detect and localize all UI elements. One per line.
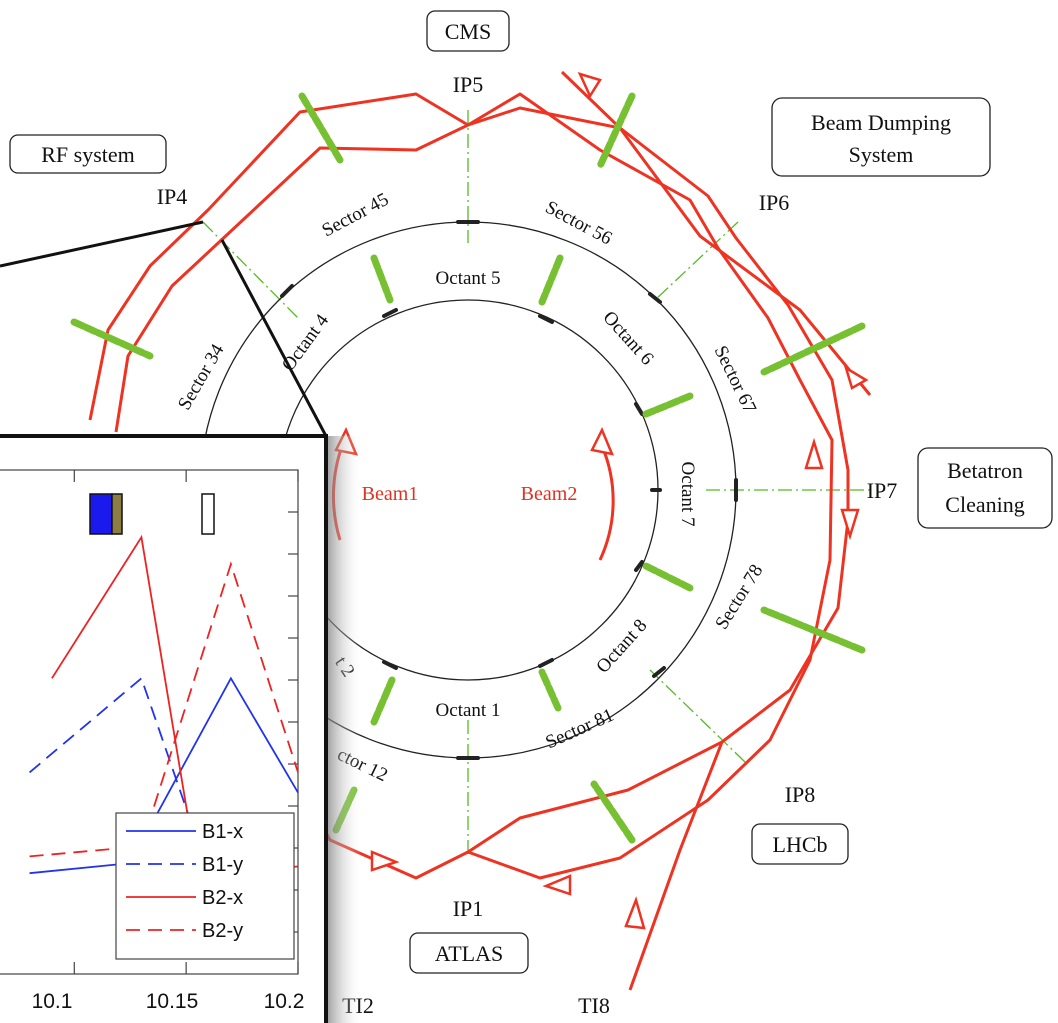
ip-axis-lines — [202, 110, 872, 855]
beta-label-1: Betatron — [947, 458, 1023, 483]
magnet — [760, 322, 866, 376]
beam2-label: Beam2 — [521, 483, 578, 505]
magnet — [642, 392, 694, 418]
arrow-icon — [370, 850, 400, 872]
ip5-label: IP5 — [453, 72, 484, 97]
ip6-axis — [654, 221, 739, 301]
arrow-icon — [590, 426, 615, 456]
sector-56-label: Sector 56 — [542, 197, 616, 249]
legend-label: B2-x — [202, 887, 243, 909]
rf-label: RF system — [41, 142, 135, 167]
zoom-line-right — [220, 239, 328, 437]
legend-label: B2-y — [202, 920, 243, 942]
ip4-axis — [202, 221, 301, 321]
sector-67-label: Sector 67 — [710, 342, 761, 416]
zoom-line-top — [0, 220, 204, 268]
series-b1-y — [28, 676, 210, 874]
magnet — [70, 318, 154, 360]
dump-label-2: System — [849, 142, 914, 167]
sector-78-label: Sector 78 — [711, 561, 767, 633]
marker — [538, 658, 554, 668]
inset-chart: 10.1 10.15 10.2 B1-x B1-y B2-x B2-y — [0, 434, 362, 1023]
ti8-line — [560, 70, 872, 991]
ip7-label: IP7 — [867, 478, 898, 503]
beta-label-2: Cleaning — [945, 492, 1024, 517]
marker — [382, 308, 398, 318]
octant-1-label: Octant 1 — [436, 700, 501, 721]
lhcb-box — [751, 823, 849, 865]
beam2-arc — [598, 445, 615, 561]
beam-flow-arrows — [370, 72, 860, 896]
ti8-label: TI8 — [578, 993, 610, 1018]
ring-markers — [280, 220, 738, 760]
sector-34-label: Sector 34 — [174, 340, 229, 414]
marker — [280, 284, 294, 298]
magnet — [298, 92, 344, 164]
magnet — [370, 676, 396, 726]
ti8-path — [628, 741, 724, 991]
arrow-icon — [577, 72, 602, 99]
ref-marker — [201, 493, 215, 535]
b1-marker — [89, 493, 113, 535]
ip8-label: IP8 — [785, 782, 816, 807]
sector-81-label: Sector 81 — [542, 705, 617, 754]
magnet — [590, 780, 636, 844]
marker — [634, 402, 644, 416]
beam1-label: Beam1 — [362, 483, 419, 505]
arrow-icon — [624, 896, 646, 930]
marker — [382, 660, 398, 670]
ip4-label: IP4 — [157, 184, 188, 209]
arrow-icon — [843, 365, 869, 390]
marker — [648, 292, 662, 304]
octant-7-label: Octant 7 — [677, 462, 698, 527]
magnet — [538, 668, 562, 712]
marker — [538, 314, 554, 324]
magnet — [370, 254, 394, 304]
x-tick-label: 10.1 — [32, 990, 73, 1013]
lhcb-label: LHCb — [773, 832, 828, 857]
ip6-label: IP6 — [759, 190, 790, 215]
magnet — [642, 562, 694, 592]
ip1-label: IP1 — [453, 896, 484, 921]
magnet — [538, 254, 564, 306]
legend-label: B1-y — [202, 854, 243, 876]
dump-label-1: Beam Dumping — [811, 110, 951, 135]
octant-5-label: Octant 5 — [436, 268, 501, 289]
box-labels: CMS RF system Beam Dumping System Betatr… — [41, 19, 1024, 966]
marker — [634, 560, 644, 572]
atlas-label: ATLAS — [435, 941, 503, 966]
betatron-box — [917, 447, 1053, 529]
rf-box — [9, 134, 167, 174]
sector-45-label: Sector 45 — [319, 189, 393, 241]
inset-shadow — [326, 436, 362, 1023]
arrow-icon — [542, 874, 572, 896]
arrow-icon — [804, 437, 824, 470]
marker — [652, 666, 666, 678]
cms-label: CMS — [445, 19, 491, 44]
zoom-connectors — [0, 220, 328, 437]
arrow-icon — [840, 508, 860, 541]
beam-labels: Beam1 Beam2 — [362, 483, 578, 505]
chart-legend: B1-x B1-y B2-x B2-y — [115, 812, 295, 960]
magnet — [596, 92, 636, 170]
cms-box — [426, 10, 510, 52]
x-tick-label: 10.2 — [264, 990, 305, 1013]
ip8-axis — [649, 669, 746, 763]
dump-box — [771, 97, 991, 177]
legend-items: B1-x B1-y B2-x B2-y — [126, 821, 243, 942]
magnet-markers — [70, 92, 866, 844]
legend-label: B1-x — [202, 821, 243, 843]
series-b2-y — [29, 561, 299, 858]
experiment-boxes — [9, 10, 1053, 974]
beam-pipe-outer — [88, 92, 850, 854]
magnet — [760, 606, 866, 654]
x-tick-labels: 10.1 10.15 10.2 — [32, 990, 305, 1013]
atlas-box — [409, 932, 529, 974]
legend-box — [115, 812, 295, 960]
x-tick-label: 10.15 — [146, 990, 199, 1013]
octant-8-label: Octant 8 — [592, 615, 651, 677]
b2-marker — [111, 493, 123, 535]
extraction-line — [560, 70, 872, 396]
